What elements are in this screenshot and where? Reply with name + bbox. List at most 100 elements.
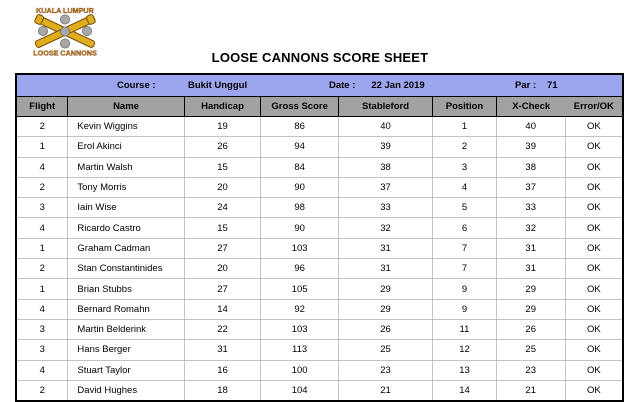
cell-name: Hans Berger xyxy=(68,340,185,360)
cell-flight: 4 xyxy=(17,218,69,238)
cell-position: 7 xyxy=(433,259,497,279)
cell-handicap: 27 xyxy=(185,279,262,299)
cell-handicap: 18 xyxy=(185,380,262,401)
table-row: 2 David Hughes 18 104 21 14 21 OK xyxy=(17,379,622,401)
cell-handicap: 26 xyxy=(185,137,262,157)
cell-handicap: 20 xyxy=(185,259,262,279)
table-info-bar: Course : Bukit Unggul Date : 22 Jan 2019… xyxy=(17,75,622,97)
cell-gross-score: 84 xyxy=(261,157,339,177)
cell-handicap: 14 xyxy=(185,299,262,319)
cell-error-ok: OK xyxy=(586,324,601,336)
cell-position: 6 xyxy=(433,218,497,238)
cell-position: 12 xyxy=(433,340,497,360)
cell-position: 3 xyxy=(433,157,497,177)
par-label: Par : xyxy=(515,80,537,91)
column-header-error-ok: Error/OK xyxy=(573,101,614,112)
cell-handicap: 22 xyxy=(185,319,262,340)
cell-error-ok: OK xyxy=(586,385,601,396)
cell-gross-score: 92 xyxy=(261,299,339,319)
cell-flight: 3 xyxy=(17,198,69,218)
cell-error-ok: OK xyxy=(586,263,601,275)
cell-error-ok: OK xyxy=(586,222,601,234)
cell-flight: 4 xyxy=(17,360,69,380)
cell-error-ok: OK xyxy=(586,303,601,315)
table-row: 4 Martin Walsh 15 84 38 3 38 OK xyxy=(17,156,622,177)
cell-position: 9 xyxy=(433,279,497,299)
cell-error-ok: OK xyxy=(586,141,601,153)
cell-error-ok: OK xyxy=(586,364,601,376)
cell-x-check: 33 xyxy=(497,198,566,218)
cell-stableford: 29 xyxy=(339,299,434,319)
cell-stableford: 39 xyxy=(339,137,434,157)
column-header-handicap: Handicap xyxy=(185,97,262,116)
cell-gross-score: 94 xyxy=(261,137,339,157)
cell-x-check: 26 xyxy=(497,319,566,340)
cell-error-ok: OK xyxy=(586,344,601,356)
cell-name: Martin Walsh xyxy=(68,157,185,177)
cell-gross-score: 90 xyxy=(261,218,339,238)
cell-gross-score: 103 xyxy=(261,238,339,259)
cell-flight: 2 xyxy=(17,117,69,137)
cell-handicap: 24 xyxy=(185,198,262,218)
cell-position: 4 xyxy=(433,177,497,198)
cell-stableford: 40 xyxy=(339,117,434,137)
cell-name: Brian Stubbs xyxy=(68,279,185,299)
cell-x-check: 25 xyxy=(497,340,566,360)
cell-flight: 2 xyxy=(17,177,69,198)
table-row: 4 Ricardo Castro 15 90 32 6 32 OK xyxy=(17,217,622,238)
table-body: 2 Kevin Wiggins 19 86 40 1 40 OK 1 Erol Akinci 26 9… xyxy=(17,117,622,401)
cell-x-check: 39 xyxy=(497,137,566,157)
cell-x-check: 31 xyxy=(497,238,566,259)
cell-name: Tony Morris xyxy=(68,177,185,198)
cell-error-ok: OK xyxy=(586,202,601,214)
cell-flight: 1 xyxy=(17,238,69,259)
cell-name: Martin Belderink xyxy=(68,319,185,340)
cell-gross-score: 90 xyxy=(261,177,339,198)
cell-gross-score: 103 xyxy=(261,319,339,340)
cell-error-ok: OK xyxy=(586,283,601,295)
cell-handicap: 27 xyxy=(185,238,262,259)
cell-stableford: 31 xyxy=(339,238,434,259)
cell-position: 7 xyxy=(433,238,497,259)
club-logo: KUALA LUMPUR LOOSE CANNONS xyxy=(22,2,108,60)
course-label: Course : xyxy=(117,80,156,91)
cell-name: Stan Constantinides xyxy=(68,259,185,279)
cell-handicap: 16 xyxy=(185,360,262,380)
cell-x-check: 31 xyxy=(497,259,566,279)
column-header-flight: Flight xyxy=(17,97,69,116)
table-row: 1 Graham Cadman 27 103 31 7 31 OK xyxy=(17,237,622,259)
cell-gross-score: 113 xyxy=(261,340,339,360)
table-row: 3 Iain Wise 24 98 33 5 33 OK xyxy=(17,197,622,218)
column-header-x-check: X-Check xyxy=(512,101,551,112)
par-value: 71 xyxy=(547,80,558,91)
cannonball-center xyxy=(60,26,71,37)
table-row: 4 Stuart Taylor 16 100 23 13 23 OK xyxy=(17,359,622,380)
cell-stableford: 23 xyxy=(339,360,434,380)
cell-name: Graham Cadman xyxy=(68,238,185,259)
page-title: LOOSE CANNONS SCORE SHEET xyxy=(211,50,429,65)
cell-flight: 2 xyxy=(17,259,69,279)
cell-handicap: 31 xyxy=(185,340,262,360)
cell-stableford: 26 xyxy=(339,319,434,340)
course-value: Bukit Unggul xyxy=(188,80,248,91)
column-header-position: Position xyxy=(433,97,497,116)
crossed-cannons-icon: KUALA LUMPUR LOOSE CANNONS xyxy=(33,6,97,58)
cell-name: Bernard Romahn xyxy=(68,299,185,319)
cell-position: 13 xyxy=(433,360,497,380)
cell-x-check: 29 xyxy=(497,279,566,299)
cell-error-ok: OK xyxy=(586,182,601,194)
cell-stableford: 29 xyxy=(339,279,434,299)
table-header-row: Flight Name Handicap Gross Score Stableford P… xyxy=(17,97,622,117)
cell-x-check: 29 xyxy=(497,299,566,319)
cell-x-check: 21 xyxy=(497,380,566,401)
table-row: 2 Tony Morris 20 90 37 4 37 OK xyxy=(17,176,622,198)
cell-handicap: 19 xyxy=(185,117,262,137)
table-row: 4 Bernard Romahn 14 92 29 9 29 OK xyxy=(17,298,622,319)
cell-stableford: 32 xyxy=(339,218,434,238)
cell-position: 1 xyxy=(433,117,497,137)
cell-gross-score: 86 xyxy=(261,117,339,137)
cell-stableford: 31 xyxy=(339,259,434,279)
cannonball-top xyxy=(60,14,71,25)
date-label: Date : xyxy=(329,80,356,91)
cell-flight: 1 xyxy=(17,137,69,157)
